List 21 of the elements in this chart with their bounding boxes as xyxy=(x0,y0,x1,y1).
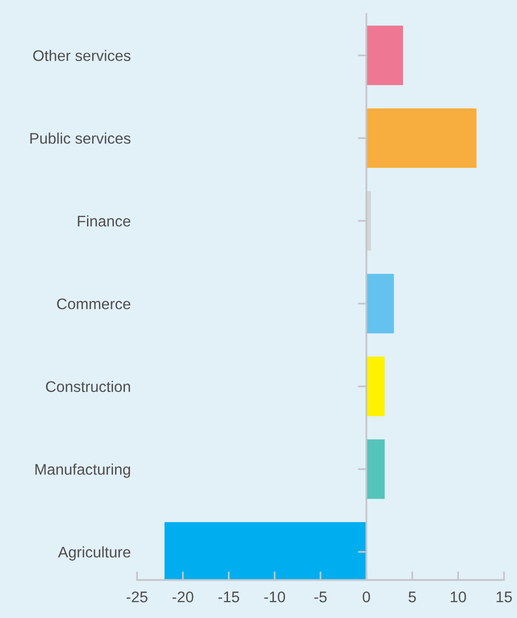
x-tick-label: 15 xyxy=(496,592,512,602)
y-tick-label: Agriculture xyxy=(58,546,130,561)
bar xyxy=(366,439,385,499)
bar xyxy=(366,108,476,168)
x-tick-label: -10 xyxy=(264,592,286,602)
x-tick-label: -20 xyxy=(172,592,194,602)
y-tick-label: Commerce xyxy=(57,298,130,310)
bar xyxy=(366,356,385,416)
x-tick-label: -15 xyxy=(218,592,240,602)
x-tick-label: -5 xyxy=(314,592,327,602)
x-tick-label: 10 xyxy=(450,592,466,602)
bar xyxy=(366,26,404,86)
x-tick-label: -25 xyxy=(126,592,148,602)
x-tick-label: 0 xyxy=(362,592,370,602)
y-tick-label: Public services xyxy=(30,132,130,144)
x-tick-label: 5 xyxy=(408,592,416,602)
y-tick-label: Finance xyxy=(78,215,130,227)
y-tick-label: Manufacturing xyxy=(35,464,130,478)
y-tick-label: Construction xyxy=(46,380,130,392)
bar xyxy=(366,274,394,334)
y-tick-label: Other services xyxy=(33,50,130,62)
